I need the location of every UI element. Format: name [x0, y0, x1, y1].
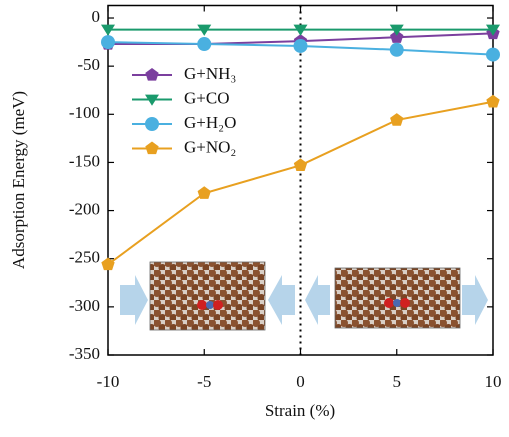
y-tick-label: -50 — [77, 55, 100, 74]
marker — [486, 24, 500, 36]
legend-label: G+CO — [184, 88, 229, 107]
x-tick-label: -5 — [197, 372, 211, 391]
y-axis-label: Adsorption Energy (meV) — [9, 91, 28, 269]
marker — [390, 30, 404, 43]
legend-label: G+NH₃ — [184, 64, 236, 83]
marker — [101, 257, 115, 271]
inset-right — [305, 267, 488, 329]
marker — [145, 68, 159, 81]
marker — [145, 94, 159, 106]
y-tick-label: 0 — [92, 7, 101, 26]
marker — [197, 186, 211, 199]
marker — [486, 94, 500, 108]
marker — [486, 47, 500, 62]
x-tick-label: 10 — [485, 372, 502, 391]
marker — [101, 24, 115, 36]
y-tick-label: -100 — [69, 103, 100, 122]
marker — [145, 117, 159, 131]
marker — [293, 158, 308, 171]
marker — [390, 113, 404, 126]
marker — [293, 24, 308, 36]
x-axis-label: Strain (%) — [265, 401, 335, 420]
x-tick-label: 5 — [393, 372, 402, 391]
legend-label: G+NO₂ — [184, 137, 236, 156]
y-tick-label: -250 — [69, 248, 100, 267]
y-tick-label: -300 — [69, 296, 100, 315]
y-tick-label: -150 — [69, 151, 100, 170]
marker — [293, 38, 308, 53]
marker — [101, 35, 115, 50]
y-tick-label: -350 — [69, 344, 100, 363]
marker — [389, 42, 404, 57]
inset-left — [120, 261, 295, 331]
marker — [197, 37, 212, 52]
legend-label: G+H₂O — [184, 113, 236, 132]
marker — [389, 24, 404, 36]
marker — [197, 24, 212, 36]
x-tick-label: 0 — [296, 372, 305, 391]
x-tick-label: -10 — [97, 372, 120, 391]
y-tick-label: -200 — [69, 199, 100, 218]
marker — [145, 141, 159, 155]
